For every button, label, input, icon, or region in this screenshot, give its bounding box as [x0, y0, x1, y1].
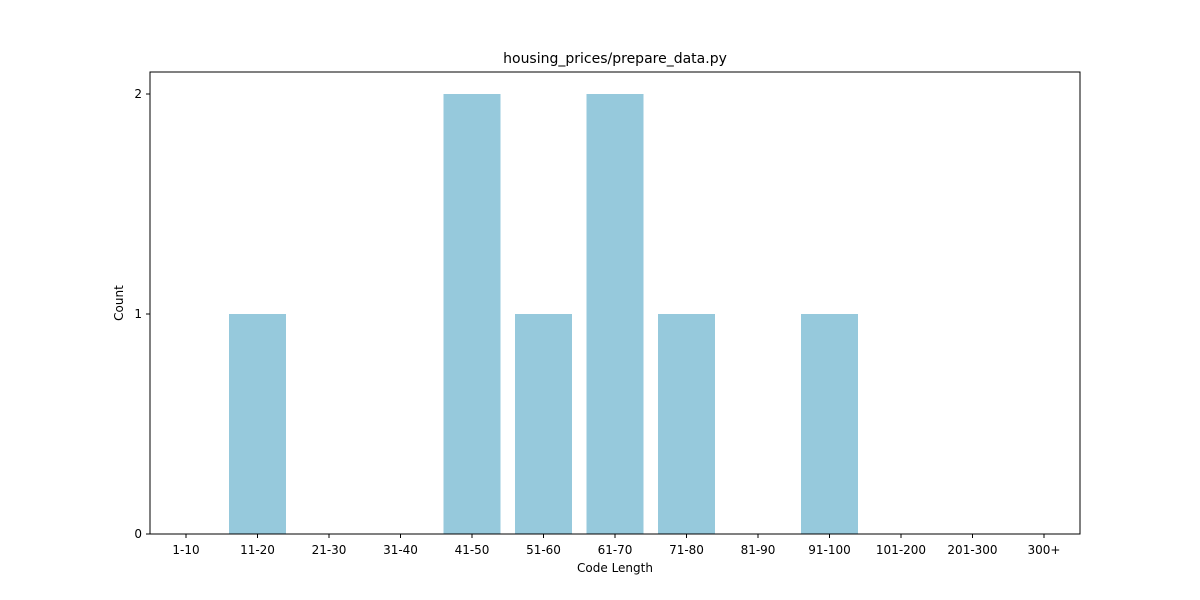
x-tick-label: 201-300 — [947, 543, 997, 557]
bars-group — [229, 94, 858, 534]
x-ticks-group: 1-10 11-20 21-30 31-40 41-50 51-60 61-70 71-80 8… — [172, 534, 1060, 557]
x-tick-label: 21-30 — [312, 543, 347, 557]
chart-title: housing_prices/prepare_data.py — [503, 51, 727, 67]
y-tick-label: 2 — [134, 87, 142, 101]
x-tick-label: 11-20 — [240, 543, 275, 557]
x-tick-label: 51-60 — [526, 543, 561, 557]
x-tick-label: 81-90 — [741, 543, 776, 557]
x-tick-label: 300+ — [1028, 543, 1061, 557]
x-tick-label: 31-40 — [383, 543, 418, 557]
y-tick-label: 1 — [134, 307, 142, 321]
x-axis-label: Code Length — [577, 561, 653, 575]
x-tick-label: 71-80 — [669, 543, 704, 557]
x-tick-label: 1-10 — [172, 543, 199, 557]
y-ticks-group: 0 1 2 — [134, 87, 150, 541]
bar-41-50 — [443, 94, 501, 534]
bar-91-100 — [801, 314, 858, 534]
x-tick-label: 41-50 — [455, 543, 490, 557]
x-tick-label: 101-200 — [876, 543, 926, 557]
bar-61-70 — [586, 94, 644, 534]
bar-11-20 — [229, 314, 286, 534]
bar-71-80 — [658, 314, 715, 534]
x-tick-label: 91-100 — [808, 543, 851, 557]
x-tick-label: 61-70 — [598, 543, 633, 557]
plot-frame — [149, 71, 1081, 535]
y-tick-label: 0 — [134, 527, 142, 541]
y-axis-label: Count — [112, 285, 126, 321]
bar-51-60 — [515, 314, 572, 534]
